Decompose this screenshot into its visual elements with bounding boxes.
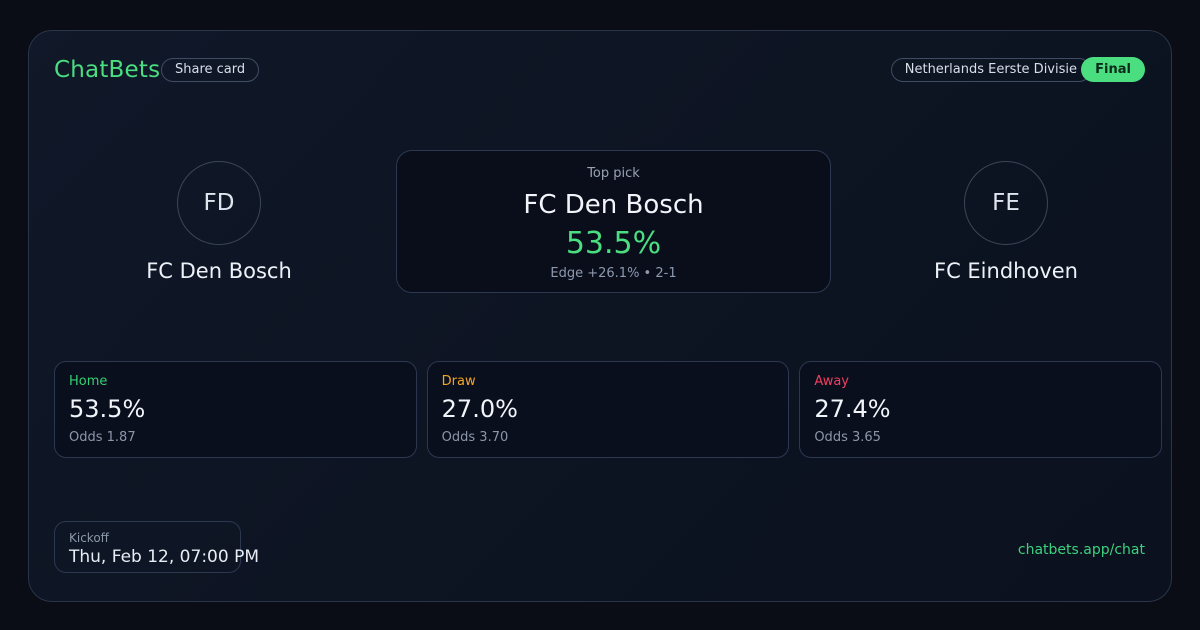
away-team-name: FC Eindhoven <box>934 259 1078 283</box>
market-draw-probability: 27.0% <box>441 395 518 423</box>
matchup-section: FD FC Den Bosch Top pick FC Den Bosch 53… <box>29 150 1171 293</box>
home-team-initials: FD <box>203 190 235 216</box>
top-pick-label: Top pick <box>587 166 640 181</box>
top-pick-card: Top pick FC Den Bosch 53.5% Edge +26.1% … <box>396 150 831 293</box>
market-draw-odds: Odds 3.70 <box>441 430 509 445</box>
kickoff-time: Thu, Feb 12, 07:00 PM <box>69 547 259 567</box>
kickoff-card: Kickoff Thu, Feb 12, 07:00 PM <box>54 521 259 573</box>
away-team-block: FE FC Eindhoven <box>841 150 1171 293</box>
market-away-label: Away <box>814 374 849 389</box>
share-card-panel: ChatBets Share card Netherlands Eerste D… <box>28 30 1172 602</box>
app-url-link[interactable]: chatbets.app/chat <box>1017 542 1145 558</box>
away-team-initials: FE <box>992 190 1020 216</box>
top-pick-edge: Edge +26.1% • 2-1 <box>550 266 677 281</box>
share-card-button[interactable]: Share card <box>161 58 260 82</box>
kickoff-label: Kickoff <box>69 531 109 545</box>
market-home-probability: 53.5% <box>69 395 146 423</box>
markets-row: Home 53.5% Odds 1.87 Draw 27.0% Odds 3.7… <box>54 361 1162 458</box>
market-away-probability: 27.4% <box>814 395 891 423</box>
league-badge: Netherlands Eerste Divisie <box>890 58 1091 82</box>
away-team-avatar: FE <box>964 161 1048 245</box>
market-card-home: Home 53.5% Odds 1.87 <box>54 361 417 458</box>
top-pick-probability: 53.5% <box>565 226 662 261</box>
market-home-odds: Odds 1.87 <box>69 430 136 445</box>
market-card-away: Away 27.4% Odds 3.65 <box>799 361 1162 458</box>
home-team-name: FC Den Bosch <box>146 259 292 283</box>
top-pick-team: FC Den Bosch <box>523 190 704 220</box>
market-card-draw: Draw 27.0% Odds 3.70 <box>426 361 790 458</box>
home-team-block: FD FC Den Bosch <box>54 150 384 293</box>
market-home-label: Home <box>69 374 108 389</box>
status-badge: Final <box>1081 57 1145 82</box>
home-team-avatar: FD <box>177 161 261 245</box>
market-away-odds: Odds 3.65 <box>814 430 881 445</box>
market-draw-label: Draw <box>441 374 476 389</box>
brand-logo: ChatBets <box>54 57 161 83</box>
